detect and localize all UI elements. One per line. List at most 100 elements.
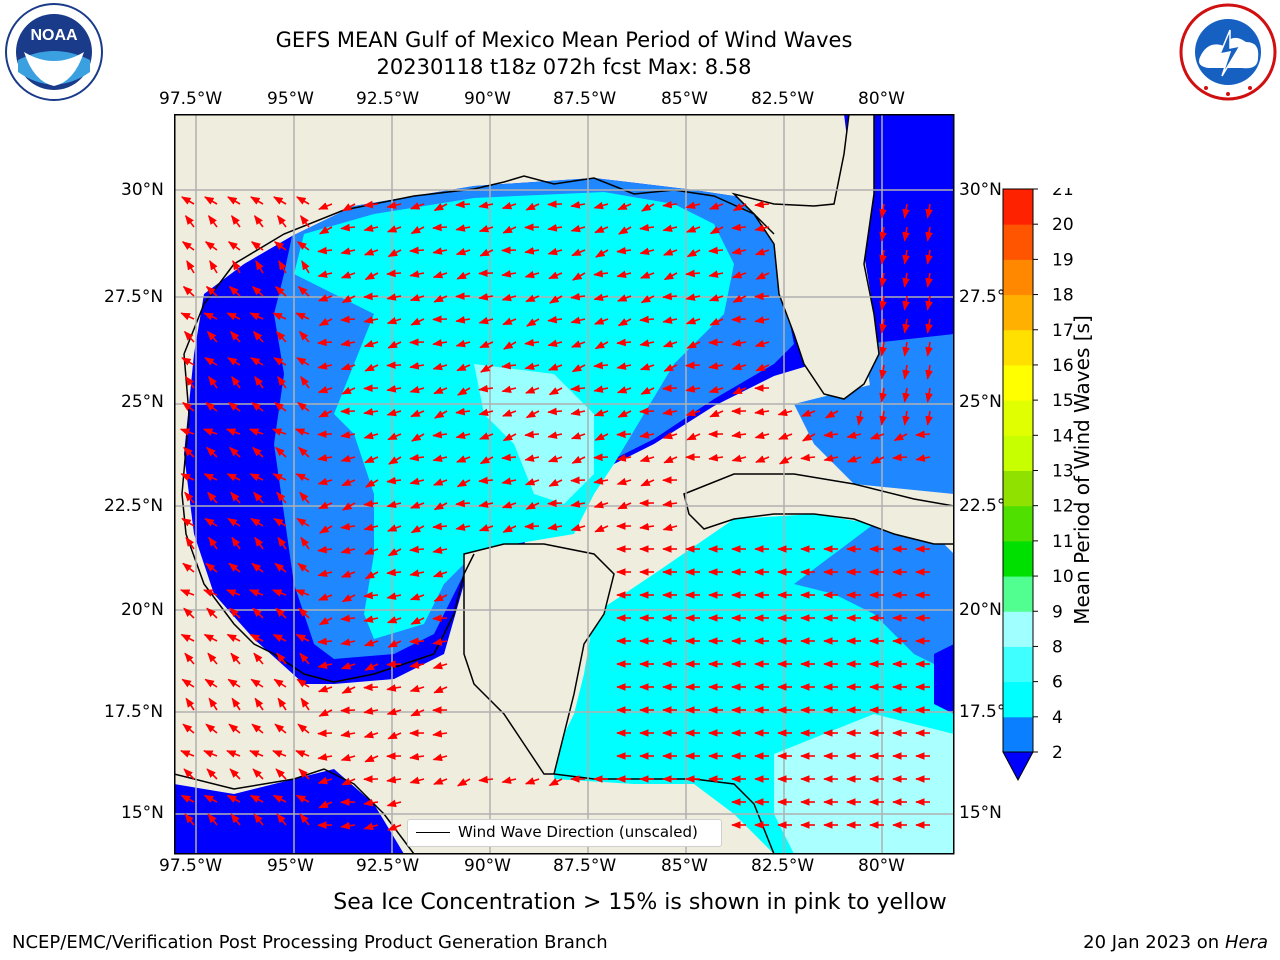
wave-direction-arrow — [340, 546, 356, 555]
wave-direction-arrow — [432, 729, 448, 738]
wave-direction-arrow — [205, 562, 218, 573]
wave-direction-arrow — [525, 410, 540, 419]
wave-direction-arrow — [571, 364, 586, 373]
wave-direction-arrow — [731, 223, 747, 232]
wave-direction-arrow — [754, 200, 770, 209]
wave-direction-arrow — [409, 270, 425, 278]
wave-direction-arrow — [879, 410, 887, 426]
wave-direction-arrow — [386, 616, 402, 624]
wave-direction-arrow — [455, 431, 471, 440]
lat-tick-left-0: 30°N — [121, 180, 164, 200]
colorbar-tick-label: 13 — [1052, 462, 1074, 482]
wave-direction-arrow — [479, 432, 494, 440]
lat-tick-left-1: 27.5°N — [104, 287, 164, 307]
wave-direction-arrow — [297, 401, 310, 412]
wave-direction-arrow — [275, 607, 287, 619]
wave-direction-arrow — [186, 260, 195, 274]
wave-direction-arrow — [549, 295, 563, 304]
colorbar-segment — [1003, 505, 1033, 542]
wave-direction-arrow — [433, 203, 448, 212]
wave-direction-arrow — [386, 707, 402, 716]
wave-direction-arrow — [274, 723, 287, 734]
wave-direction-arrow — [925, 410, 933, 426]
wave-direction-arrow — [731, 271, 747, 279]
wave-direction-arrow — [409, 385, 425, 394]
wave-direction-arrow — [203, 633, 218, 642]
wave-direction-arrow — [182, 562, 195, 573]
wave-direction-arrow — [732, 203, 747, 212]
wave-direction-arrow — [340, 522, 356, 531]
wave-direction-arrow — [594, 524, 609, 533]
wave-direction-arrow — [892, 453, 908, 462]
wave-direction-arrow — [255, 260, 264, 274]
wave-direction-arrow — [639, 339, 655, 347]
lon-tick-top-0: 97.5°W — [159, 89, 223, 109]
wave-direction-arrow — [299, 215, 310, 228]
lon-tick-top-2: 92.5°W — [356, 89, 420, 109]
wave-direction-arrow — [363, 339, 379, 348]
wave-direction-arrow — [386, 385, 402, 393]
wave-direction-arrow — [432, 454, 448, 463]
wave-direction-arrow — [456, 455, 471, 463]
wave-direction-arrow — [275, 768, 287, 780]
wave-direction-arrow — [272, 312, 287, 321]
wave-direction-arrow — [570, 292, 586, 301]
wave-direction-arrow — [340, 706, 356, 715]
colorbar-segment — [1003, 540, 1033, 577]
wave-direction-arrow — [297, 723, 310, 734]
wave-direction-arrow — [340, 821, 356, 830]
colorbar-segment — [1003, 259, 1033, 296]
wave-direction-arrow — [363, 798, 379, 807]
wave-direction-arrow — [479, 456, 494, 465]
wave-direction-arrow — [547, 224, 563, 232]
wave-direction-arrow — [340, 315, 356, 324]
wave-direction-arrow — [317, 661, 333, 669]
colorbar-tick-label: 4 — [1052, 708, 1063, 728]
wave-direction-arrow — [925, 341, 933, 357]
wave-direction-arrow — [276, 215, 287, 228]
wave-direction-arrow — [251, 723, 264, 734]
wave-direction-arrow — [300, 375, 310, 389]
wave-direction-arrow — [317, 569, 333, 578]
wave-direction-arrow — [409, 661, 425, 669]
wave-direction-arrow — [363, 292, 379, 301]
wave-direction-arrow — [182, 723, 195, 734]
wave-direction-arrow — [525, 501, 540, 510]
wave-direction-arrow — [365, 479, 379, 488]
wave-direction-arrow — [228, 285, 241, 297]
colorbar-segment — [1003, 400, 1033, 436]
wave-direction-arrow — [572, 272, 586, 281]
wave-direction-arrow — [902, 203, 910, 219]
wave-direction-arrow — [879, 295, 887, 311]
lon-tick-top-5: 85°W — [661, 89, 708, 109]
wave-direction-arrow — [180, 473, 195, 482]
wave-direction-arrow — [272, 589, 287, 597]
wave-direction-arrow — [685, 201, 701, 210]
wave-direction-arrow — [183, 768, 195, 780]
wave-direction-arrow — [226, 633, 241, 642]
wave-direction-arrow — [250, 678, 264, 688]
wave-direction-arrow — [501, 246, 517, 255]
wave-direction-arrow — [340, 247, 356, 255]
wave-direction-arrow — [708, 270, 724, 278]
wave-direction-arrow — [455, 292, 471, 301]
wave-direction-arrow — [925, 295, 933, 311]
wave-direction-arrow — [180, 633, 195, 642]
wave-direction-arrow — [318, 593, 333, 601]
wave-direction-arrow — [272, 633, 287, 642]
wave-direction-arrow — [341, 295, 356, 304]
wave-direction-arrow — [778, 456, 793, 465]
noaa-logo: NOAA — [5, 3, 103, 101]
wave-direction-arrow — [754, 292, 770, 301]
wave-direction-arrow — [386, 225, 402, 233]
wave-direction-arrow — [501, 385, 517, 394]
wave-direction-arrow — [317, 477, 333, 486]
wave-direction-arrow — [433, 386, 448, 395]
colorbar-tick-label: 9 — [1052, 602, 1063, 622]
colorbar-tick-label: 20 — [1052, 215, 1074, 235]
wave-direction-arrow — [455, 499, 471, 508]
wave-direction-arrow — [478, 500, 494, 508]
wave-direction-arrow — [319, 525, 333, 534]
wave-direction-arrow — [731, 315, 747, 324]
wave-direction-arrow — [502, 433, 517, 442]
